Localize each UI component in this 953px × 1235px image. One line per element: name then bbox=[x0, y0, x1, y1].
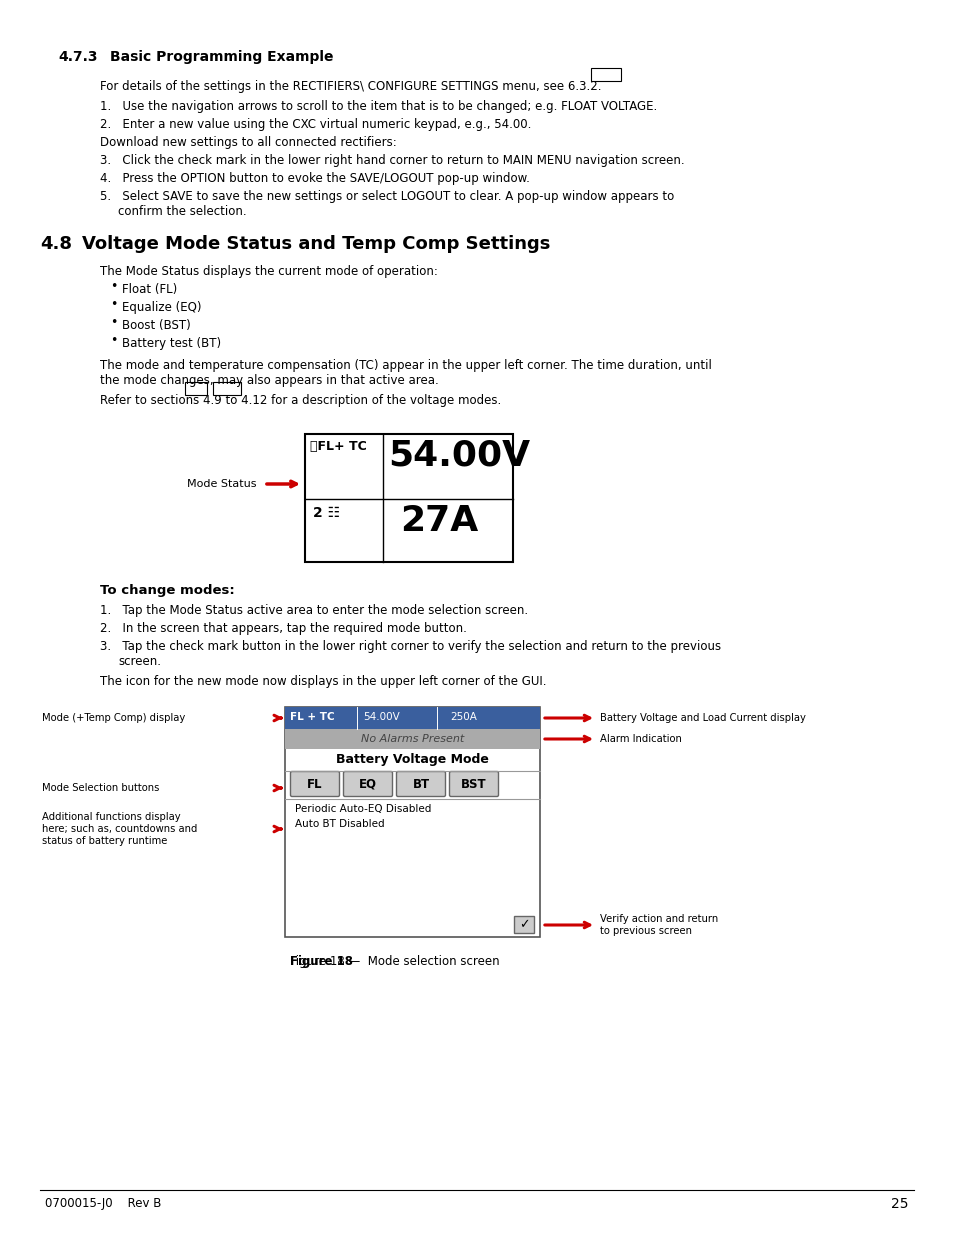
Text: To change modes:: To change modes: bbox=[100, 584, 234, 597]
Text: 2.   In the screen that appears, tap the required mode button.: 2. In the screen that appears, tap the r… bbox=[100, 622, 466, 635]
Text: 54.00V: 54.00V bbox=[388, 438, 530, 472]
Bar bbox=[213, 382, 241, 395]
Text: •: • bbox=[110, 280, 117, 293]
Text: Auto BT Disabled: Auto BT Disabled bbox=[294, 819, 384, 829]
Text: ✓: ✓ bbox=[518, 918, 529, 931]
Text: Battery Voltage Mode: Battery Voltage Mode bbox=[335, 753, 489, 766]
Text: Verify action and return
to previous screen: Verify action and return to previous scr… bbox=[599, 914, 718, 936]
Text: For details of the settings in the RECTIFIERS\ CONFIGURE SETTINGS menu, see 6.3.: For details of the settings in the RECTI… bbox=[100, 80, 601, 93]
Text: Periodic Auto-EQ Disabled: Periodic Auto-EQ Disabled bbox=[294, 804, 431, 814]
Text: Figure 18 —  Mode selection screen: Figure 18 — Mode selection screen bbox=[290, 955, 499, 968]
Text: 25: 25 bbox=[890, 1197, 908, 1212]
Text: FL: FL bbox=[307, 778, 322, 790]
Text: 1.   Tap the Mode Status active area to enter the mode selection screen.: 1. Tap the Mode Status active area to en… bbox=[100, 604, 528, 618]
Text: EQ: EQ bbox=[358, 778, 376, 790]
Text: Boost (BST): Boost (BST) bbox=[122, 319, 191, 332]
Text: •: • bbox=[110, 316, 117, 329]
Text: Refer to sections 4.9 to 4.12 for a description of the voltage modes.: Refer to sections 4.9 to 4.12 for a desc… bbox=[100, 394, 500, 408]
Text: Mode (+Temp Comp) display: Mode (+Temp Comp) display bbox=[42, 713, 185, 722]
Text: 3.   Click the check mark in the lower right hand corner to return to MAIN MENU : 3. Click the check mark in the lower rig… bbox=[100, 154, 684, 167]
Text: 0700015-J0    Rev B: 0700015-J0 Rev B bbox=[45, 1197, 161, 1210]
FancyBboxPatch shape bbox=[396, 772, 445, 797]
Text: The icon for the new mode now displays in the upper left corner of the GUI.: The icon for the new mode now displays i… bbox=[100, 676, 546, 688]
Text: 54.00V: 54.00V bbox=[363, 713, 399, 722]
Text: •: • bbox=[110, 298, 117, 311]
Text: FL + TC: FL + TC bbox=[290, 713, 335, 722]
Text: 2 ☷: 2 ☷ bbox=[313, 506, 340, 520]
Text: Mode Selection buttons: Mode Selection buttons bbox=[42, 783, 159, 793]
Text: 3.   Tap the check mark button in the lower right corner to verify the selection: 3. Tap the check mark button in the lowe… bbox=[100, 640, 720, 653]
Bar bbox=[305, 433, 513, 562]
Bar bbox=[514, 916, 534, 932]
Text: 2.   Enter a new value using the CXC virtual numeric keypad, e.g., 54.00.: 2. Enter a new value using the CXC virtu… bbox=[100, 119, 531, 131]
Text: Basic Programming Example: Basic Programming Example bbox=[110, 49, 334, 64]
Text: 27A: 27A bbox=[399, 504, 477, 538]
Text: Voltage Mode Status and Temp Comp Settings: Voltage Mode Status and Temp Comp Settin… bbox=[82, 235, 550, 253]
Text: 4.7.3: 4.7.3 bbox=[58, 49, 97, 64]
FancyBboxPatch shape bbox=[449, 772, 498, 797]
Bar bbox=[285, 729, 539, 748]
Text: the mode changes, may also appears in that active area.: the mode changes, may also appears in th… bbox=[100, 374, 438, 387]
Text: 5.   Select SAVE to save the new settings or select LOGOUT to clear. A pop-up wi: 5. Select SAVE to save the new settings … bbox=[100, 190, 674, 203]
Bar bbox=[285, 706, 539, 937]
Text: 1.   Use the navigation arrows to scroll to the item that is to be changed; e.g.: 1. Use the navigation arrows to scroll t… bbox=[100, 100, 657, 112]
Text: No Alarms Present: No Alarms Present bbox=[360, 734, 464, 743]
Text: The mode and temperature compensation (TC) appear in the upper left corner. The : The mode and temperature compensation (T… bbox=[100, 359, 711, 372]
FancyBboxPatch shape bbox=[291, 772, 339, 797]
Text: Alarm Indication: Alarm Indication bbox=[599, 734, 681, 743]
Text: Download new settings to all connected rectifiers:: Download new settings to all connected r… bbox=[100, 136, 396, 149]
Text: Float (FL): Float (FL) bbox=[122, 283, 177, 296]
Text: Battery test (BT): Battery test (BT) bbox=[122, 337, 221, 350]
Text: BT: BT bbox=[412, 778, 429, 790]
Text: screen.: screen. bbox=[118, 655, 161, 668]
Text: 4.   Press the OPTION button to evoke the SAVE/LOGOUT pop-up window.: 4. Press the OPTION button to evoke the … bbox=[100, 172, 529, 185]
Text: ⏲FL+ TC: ⏲FL+ TC bbox=[310, 440, 366, 453]
Text: The Mode Status displays the current mode of operation:: The Mode Status displays the current mod… bbox=[100, 266, 437, 278]
Text: confirm the selection.: confirm the selection. bbox=[118, 205, 247, 219]
Text: Battery Voltage and Load Current display: Battery Voltage and Load Current display bbox=[599, 713, 805, 722]
Text: Additional functions display
here; such as, countdowns and
status of battery run: Additional functions display here; such … bbox=[42, 813, 197, 846]
Text: Equalize (EQ): Equalize (EQ) bbox=[122, 301, 201, 314]
Text: BST: BST bbox=[460, 778, 486, 790]
Bar bbox=[185, 382, 207, 395]
Bar bbox=[285, 706, 539, 729]
Text: Figure 18: Figure 18 bbox=[290, 955, 353, 968]
Text: Mode Status: Mode Status bbox=[187, 479, 256, 489]
FancyBboxPatch shape bbox=[343, 772, 392, 797]
Text: 4.8: 4.8 bbox=[40, 235, 71, 253]
Text: 250A: 250A bbox=[450, 713, 476, 722]
Bar bbox=[590, 68, 620, 82]
Text: •: • bbox=[110, 333, 117, 347]
